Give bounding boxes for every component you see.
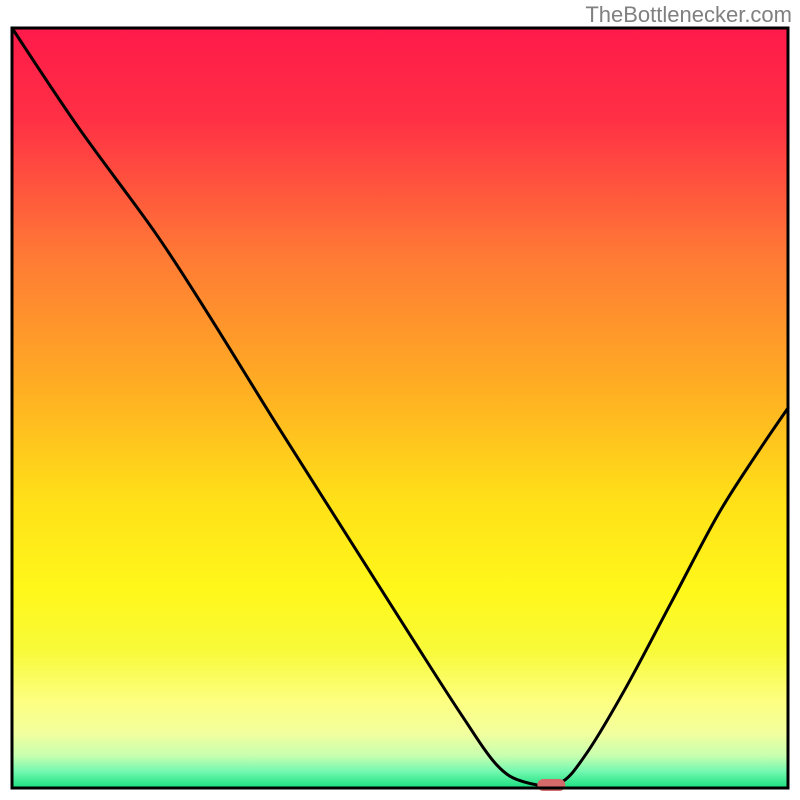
chart-stage: TheBottlenecker.com <box>0 0 800 800</box>
watermark-text: TheBottlenecker.com <box>585 2 792 28</box>
chart-background <box>12 28 788 788</box>
bottleneck-chart <box>0 0 800 800</box>
